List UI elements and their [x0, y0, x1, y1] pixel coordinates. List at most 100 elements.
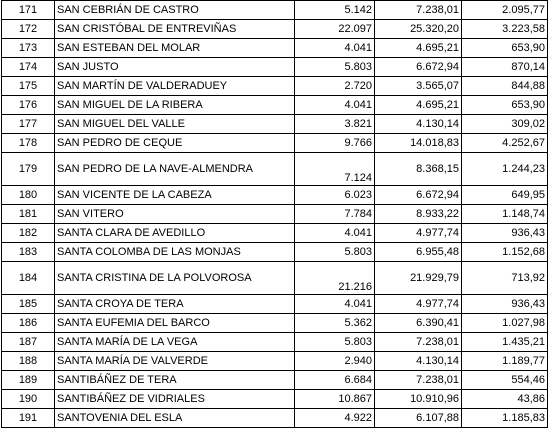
value-col-1: 5.803 — [294, 332, 375, 352]
municipality-name: SAN CEBRIÁN DE CASTRO — [54, 0, 295, 20]
value-col-3: 554,46 — [461, 370, 548, 390]
value-col-2: 6.672,94 — [374, 57, 462, 77]
municipality-name: SANTA CLARA DE AVEDILLO — [54, 223, 295, 243]
table-row: 183 SANTA COLOMBA DE LAS MONJAS 5.803 6.… — [1, 242, 548, 262]
value-col-2: 25.320,20 — [374, 19, 462, 39]
value-col-2: 4.130,14 — [374, 351, 462, 371]
value-col-1: 2.720 — [294, 76, 375, 96]
municipality-name: SANTA MARÍA DE VALVERDE — [54, 351, 295, 371]
value-col-2: 21.929,79 — [374, 261, 462, 295]
row-number: 174 — [1, 57, 55, 77]
row-number: 190 — [1, 389, 55, 409]
value-col-3: 2.095,77 — [461, 0, 548, 20]
value-col-2: 4.977,74 — [374, 294, 462, 314]
value-col-2: 4.695,21 — [374, 38, 462, 58]
value-col-2: 4.977,74 — [374, 223, 462, 243]
municipality-name: SAN VITERO — [54, 204, 295, 224]
value-col-3: 309,02 — [461, 114, 548, 134]
value-col-1: 22.097 — [294, 19, 375, 39]
table-row: 190 SANTIBÁÑEZ DE VIDRIALES 10.867 10.91… — [1, 389, 548, 409]
table-row: 173 SAN ESTEBAN DEL MOLAR 4.041 4.695,21… — [1, 38, 548, 58]
value-col-1: 7.784 — [294, 204, 375, 224]
value-col-2: 4.695,21 — [374, 95, 462, 115]
table-row: 187 SANTA MARÍA DE LA VEGA 5.803 7.238,0… — [1, 332, 548, 352]
row-number: 180 — [1, 185, 55, 205]
value-col-2: 6.672,94 — [374, 185, 462, 205]
row-number: 179 — [1, 152, 55, 186]
row-number: 186 — [1, 313, 55, 333]
value-col-1: 5.803 — [294, 57, 375, 77]
table-row: 177 SAN MIGUEL DEL VALLE 3.821 4.130,14 … — [1, 114, 548, 134]
municipality-name: SANTA EUFEMIA DEL BARCO — [54, 313, 295, 333]
value-col-1: 5.142 — [294, 0, 375, 20]
value-col-1: 10.867 — [294, 389, 375, 409]
row-number: 177 — [1, 114, 55, 134]
row-number: 185 — [1, 294, 55, 314]
table-row: 174 SAN JUSTO 5.803 6.672,94 870,14 — [1, 57, 548, 77]
row-number: 181 — [1, 204, 55, 224]
municipality-name: SAN MIGUEL DEL VALLE — [54, 114, 295, 134]
value-col-2: 7.238,01 — [374, 332, 462, 352]
value-col-2: 14.018,83 — [374, 133, 462, 153]
table-body: 171 SAN CEBRIÁN DE CASTRO 5.142 7.238,01… — [1, 0, 548, 428]
value-col-2: 6.955,48 — [374, 242, 462, 262]
municipality-name: SANTA CRISTINA DE LA POLVOROSA — [54, 261, 295, 295]
value-col-1: 4.041 — [294, 95, 375, 115]
value-col-3: 4.252,67 — [461, 133, 548, 153]
municipality-name: SAN PEDRO DE CEQUE — [54, 133, 295, 153]
municipality-name: SANTA CROYA DE TERA — [54, 294, 295, 314]
value-col-3: 844,88 — [461, 76, 548, 96]
row-number: 183 — [1, 242, 55, 262]
value-col-3: 713,92 — [461, 261, 548, 295]
table-row: 182 SANTA CLARA DE AVEDILLO 4.041 4.977,… — [1, 223, 548, 243]
row-number: 184 — [1, 261, 55, 295]
value-col-2: 7.238,01 — [374, 370, 462, 390]
value-col-1: 7.124 — [294, 152, 375, 186]
value-col-3: 1.185,83 — [461, 408, 548, 428]
value-col-3: 1.027,98 — [461, 313, 548, 333]
municipality-name: SAN CRISTÓBAL DE ENTREVIÑAS — [54, 19, 295, 39]
table-row: 171 SAN CEBRIÁN DE CASTRO 5.142 7.238,01… — [1, 0, 548, 20]
table-row: 181 SAN VITERO 7.784 8.933,22 1.148,74 — [1, 204, 548, 224]
value-col-1: 4.922 — [294, 408, 375, 428]
municipality-name: SANTA MARÍA DE LA VEGA — [54, 332, 295, 352]
municipality-name: SAN MIGUEL DE LA RIBERA — [54, 95, 295, 115]
value-col-3: 3.223,58 — [461, 19, 548, 39]
municipality-name: SAN VICENTE DE LA CABEZA — [54, 185, 295, 205]
value-col-1: 4.041 — [294, 294, 375, 314]
row-number: 191 — [1, 408, 55, 428]
table-row: 191 SANTOVENIA DEL ESLA 4.922 6.107,88 1… — [1, 408, 548, 428]
table-row: 186 SANTA EUFEMIA DEL BARCO 5.362 6.390,… — [1, 313, 548, 333]
value-col-3: 1.148,74 — [461, 204, 548, 224]
value-col-3: 870,14 — [461, 57, 548, 77]
value-col-3: 936,43 — [461, 294, 548, 314]
value-col-2: 7.238,01 — [374, 0, 462, 20]
value-col-1: 4.041 — [294, 223, 375, 243]
municipality-name: SANTOVENIA DEL ESLA — [54, 408, 295, 428]
table-row: 178 SAN PEDRO DE CEQUE 9.766 14.018,83 4… — [1, 133, 548, 153]
value-col-2: 6.390,41 — [374, 313, 462, 333]
value-col-1: 3.821 — [294, 114, 375, 134]
row-number: 173 — [1, 38, 55, 58]
row-number: 176 — [1, 95, 55, 115]
value-col-1: 2.940 — [294, 351, 375, 371]
value-col-1: 5.803 — [294, 242, 375, 262]
row-number: 188 — [1, 351, 55, 371]
value-col-1: 5.362 — [294, 313, 375, 333]
value-col-3: 653,90 — [461, 38, 548, 58]
table-row: 179 SAN PEDRO DE LA NAVE-ALMENDRA 7.124 … — [1, 152, 548, 186]
value-col-2: 10.910,96 — [374, 389, 462, 409]
municipality-table: 171 SAN CEBRIÁN DE CASTRO 5.142 7.238,01… — [1, 0, 548, 428]
value-col-2: 3.565,07 — [374, 76, 462, 96]
table-row: 188 SANTA MARÍA DE VALVERDE 2.940 4.130,… — [1, 351, 548, 371]
table-row: 184 SANTA CRISTINA DE LA POLVOROSA 21.21… — [1, 261, 548, 295]
value-col-1: 6.023 — [294, 185, 375, 205]
municipality-name: SAN ESTEBAN DEL MOLAR — [54, 38, 295, 58]
value-col-3: 653,90 — [461, 95, 548, 115]
table-row: 176 SAN MIGUEL DE LA RIBERA 4.041 4.695,… — [1, 95, 548, 115]
value-col-1: 6.684 — [294, 370, 375, 390]
municipality-name: SANTIBÁÑEZ DE TERA — [54, 370, 295, 390]
value-col-2: 4.130,14 — [374, 114, 462, 134]
value-col-3: 1.152,68 — [461, 242, 548, 262]
table-row: 172 SAN CRISTÓBAL DE ENTREVIÑAS 22.097 2… — [1, 19, 548, 39]
